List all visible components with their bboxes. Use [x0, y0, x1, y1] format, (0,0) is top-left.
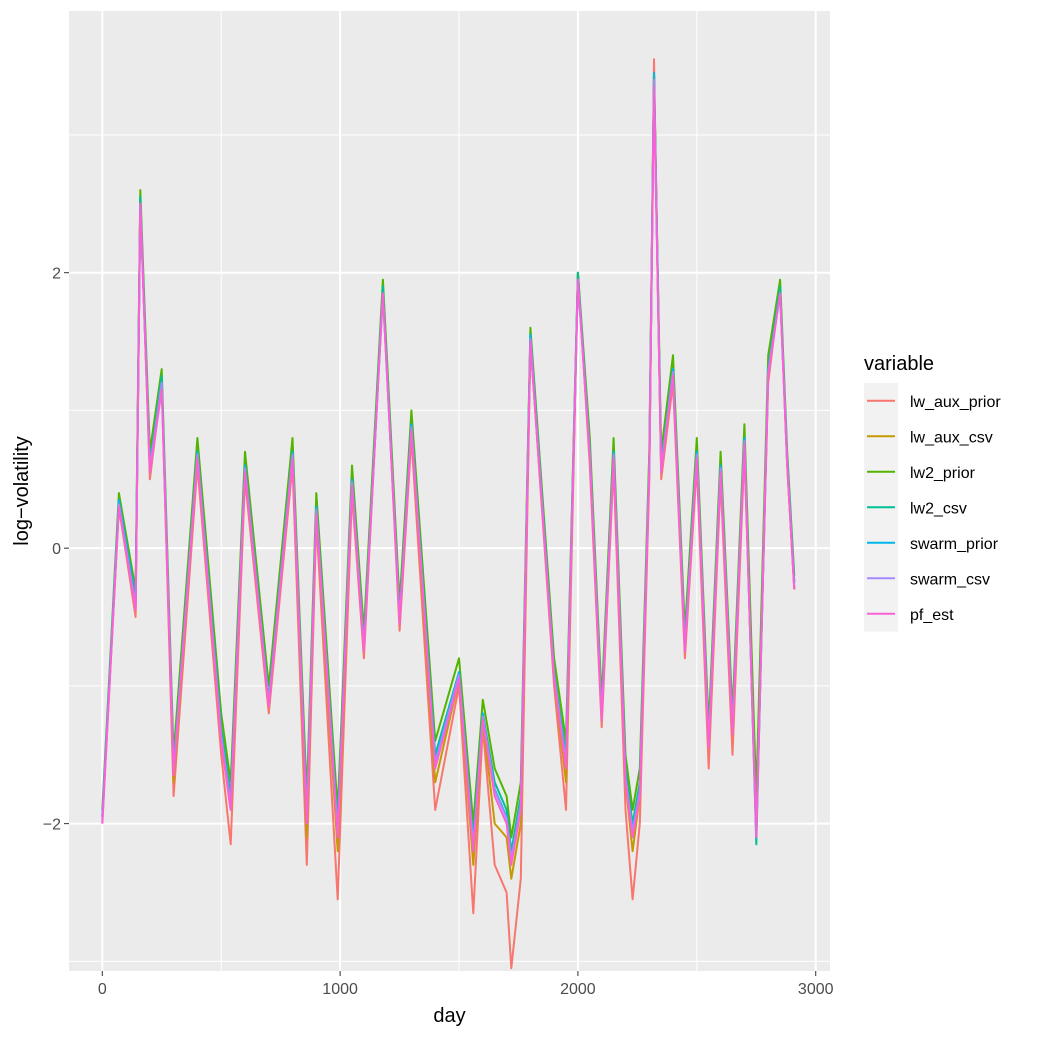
legend-label: lw2_csv [910, 500, 967, 517]
y-axis-title: log−volatility [11, 436, 33, 546]
y-tick-label: −2 [43, 817, 61, 834]
plot-panel [69, 11, 830, 971]
y-tick-label: 0 [52, 541, 61, 558]
legend: variable lw_aux_prior lw_aux_csv lw2_prior… [864, 353, 1001, 632]
x-tick-label: 0 [98, 981, 107, 998]
legend-label: swarm_prior [910, 536, 999, 553]
legend-label: swarm_csv [910, 571, 990, 588]
legend-title: variable [864, 353, 934, 375]
x-axis-title: day [433, 1005, 465, 1027]
x-axis: 0 1000 2000 3000 [98, 971, 834, 998]
series-lines [101, 58, 796, 970]
major-gridlines [69, 11, 830, 971]
legend-label: pf_est [910, 607, 954, 624]
legend-label: lw_aux_prior [910, 394, 1001, 411]
y-axis: −2 0 2 [43, 266, 69, 834]
series-line-pf_est [101, 85, 796, 866]
y-tick-label: 2 [52, 266, 61, 283]
legend-keys: lw_aux_prior lw_aux_csv lw2_prior lw2_csvsw… [864, 383, 1001, 632]
x-tick-label: 2000 [560, 981, 596, 998]
legend-label: lw_aux_csv [910, 429, 993, 446]
legend-label: lw2_prior [910, 465, 976, 482]
x-tick-label: 3000 [798, 981, 834, 998]
x-tick-label: 1000 [322, 981, 358, 998]
